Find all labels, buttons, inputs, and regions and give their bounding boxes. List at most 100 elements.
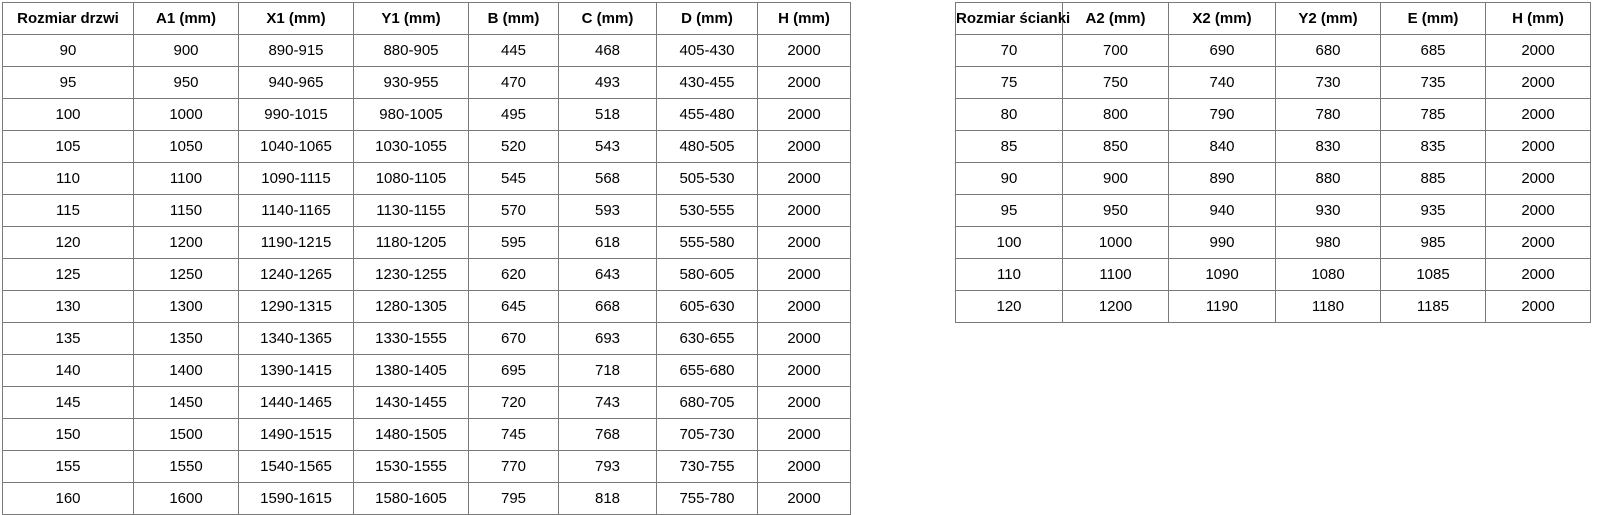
table-cell: 2000 <box>757 130 851 163</box>
table-cell: 695 <box>468 354 559 387</box>
table-cell: 700 <box>1062 34 1169 67</box>
table-cell: 1440-1465 <box>238 386 354 419</box>
wall-panel-dimensions-table: Rozmiar ścianki A2 (mm) X2 (mm) Y2 (mm) E (m… <box>955 2 1591 323</box>
table-cell: 818 <box>558 482 657 515</box>
table-cell: 555-580 <box>656 226 758 259</box>
table-row: 100 1000 990 980 985 2000 <box>955 226 1591 259</box>
table-cell: 80 <box>955 98 1063 131</box>
table-cell: 495 <box>468 98 559 131</box>
table-cell: 730-755 <box>656 450 758 483</box>
table-row: 110 1100 1090 1080 1085 2000 <box>955 258 1591 291</box>
table-cell: 1300 <box>133 290 239 323</box>
table-cell: 468 <box>558 34 657 67</box>
table-cell: 115 <box>2 194 134 227</box>
table-cell: 1190-1215 <box>238 226 354 259</box>
table-cell: 1050 <box>133 130 239 163</box>
table-cell: 95 <box>955 194 1063 227</box>
table-row: 90 900 890-915 880-905 445 468 405-430 2000 <box>2 34 851 67</box>
table-cell: 830 <box>1275 130 1381 163</box>
table-cell: 1100 <box>1062 258 1169 291</box>
table-cell: 1200 <box>1062 290 1169 323</box>
table-cell: 793 <box>558 450 657 483</box>
table-cell: 1090-1115 <box>238 162 354 195</box>
table-cell: 645 <box>468 290 559 323</box>
table-row: 95 950 940 930 935 2000 <box>955 194 1591 227</box>
table-cell: 1350 <box>133 322 239 355</box>
table-cell: 790 <box>1168 98 1276 131</box>
column-header-walls-3: Y2 (mm) <box>1275 2 1381 35</box>
table-cell: 130 <box>2 290 134 323</box>
table-row: 150 1500 1490-1515 1480-1505 745 768 705-730 20… <box>2 418 851 451</box>
table-cell: 70 <box>955 34 1063 67</box>
table-cell: 1550 <box>133 450 239 483</box>
table-cell: 940 <box>1168 194 1276 227</box>
column-header-walls-5: H (mm) <box>1485 2 1591 35</box>
table-cell: 618 <box>558 226 657 259</box>
table-cell: 568 <box>558 162 657 195</box>
table-cell: 100 <box>2 98 134 131</box>
table-cell: 1590-1615 <box>238 482 354 515</box>
table-cell: 685 <box>1380 34 1486 67</box>
table-cell: 2000 <box>1485 226 1591 259</box>
table-cell: 110 <box>955 258 1063 291</box>
table-cell: 2000 <box>757 258 851 291</box>
table-cell: 1140-1165 <box>238 194 354 227</box>
table-cell: 545 <box>468 162 559 195</box>
table-row: 90 900 890 880 885 2000 <box>955 162 1591 195</box>
table-row: 95 950 940-965 930-955 470 493 430-455 2000 <box>2 66 851 99</box>
table-cell: 1180-1205 <box>353 226 469 259</box>
table-cell: 800 <box>1062 98 1169 131</box>
table-cell: 1600 <box>133 482 239 515</box>
table-cell: 735 <box>1380 66 1486 99</box>
wall-table-header: Rozmiar ścianki A2 (mm) X2 (mm) Y2 (mm) E (m… <box>955 2 1591 35</box>
table-cell: 1090 <box>1168 258 1276 291</box>
table-cell: 1580-1605 <box>353 482 469 515</box>
table-cell: 2000 <box>757 194 851 227</box>
door-table-header: Rozmiar drzwi A1 (mm) X1 (mm) Y1 (mm) B (mm)… <box>2 2 851 35</box>
table-cell: 445 <box>468 34 559 67</box>
table-cell: 1530-1555 <box>353 450 469 483</box>
table-cell: 1040-1065 <box>238 130 354 163</box>
table-cell: 1080-1105 <box>353 162 469 195</box>
table-cell: 745 <box>468 418 559 451</box>
table-cell: 980-1005 <box>353 98 469 131</box>
table-cell: 730 <box>1275 66 1381 99</box>
table-header-row: Rozmiar drzwi A1 (mm) X1 (mm) Y1 (mm) B (mm)… <box>2 2 851 35</box>
column-header-doors-3: Y1 (mm) <box>353 2 469 35</box>
table-cell: 2000 <box>757 226 851 259</box>
table-row: 110 1100 1090-1115 1080-1105 545 568 505-530 20… <box>2 162 851 195</box>
table-cell: 150 <box>2 418 134 451</box>
table-row: 140 1400 1390-1415 1380-1405 695 718 655-680 20… <box>2 354 851 387</box>
table-row: 120 1200 1190-1215 1180-1205 595 618 555-580 20… <box>2 226 851 259</box>
table-cell: 770 <box>468 450 559 483</box>
table-cell: 75 <box>955 66 1063 99</box>
table-cell: 670 <box>468 322 559 355</box>
table-cell: 120 <box>2 226 134 259</box>
table-cell: 2000 <box>1485 162 1591 195</box>
table-cell: 1180 <box>1275 290 1381 323</box>
table-cell: 518 <box>558 98 657 131</box>
table-cell: 1280-1305 <box>353 290 469 323</box>
table-cell: 693 <box>558 322 657 355</box>
table-cell: 1100 <box>133 162 239 195</box>
table-cell: 680 <box>1275 34 1381 67</box>
column-header-doors-5: C (mm) <box>558 2 657 35</box>
table-cell: 643 <box>558 258 657 291</box>
column-header-doors-0: Rozmiar drzwi <box>2 2 134 35</box>
table-cell: 1380-1405 <box>353 354 469 387</box>
table-cell: 100 <box>955 226 1063 259</box>
table-cell: 880 <box>1275 162 1381 195</box>
table-cell: 768 <box>558 418 657 451</box>
table-cell: 470 <box>468 66 559 99</box>
table-cell: 668 <box>558 290 657 323</box>
table-cell: 2000 <box>757 162 851 195</box>
table-cell: 520 <box>468 130 559 163</box>
table-cell: 890-915 <box>238 34 354 67</box>
table-cell: 1085 <box>1380 258 1486 291</box>
table-cell: 570 <box>468 194 559 227</box>
table-cell: 780 <box>1275 98 1381 131</box>
wall-table-body: 70 700 690 680 685 2000 75 750 740 730 735 2000 80 80… <box>955 34 1591 323</box>
table-cell: 1340-1365 <box>238 322 354 355</box>
table-row: 160 1600 1590-1615 1580-1605 795 818 755-780 20… <box>2 482 851 515</box>
